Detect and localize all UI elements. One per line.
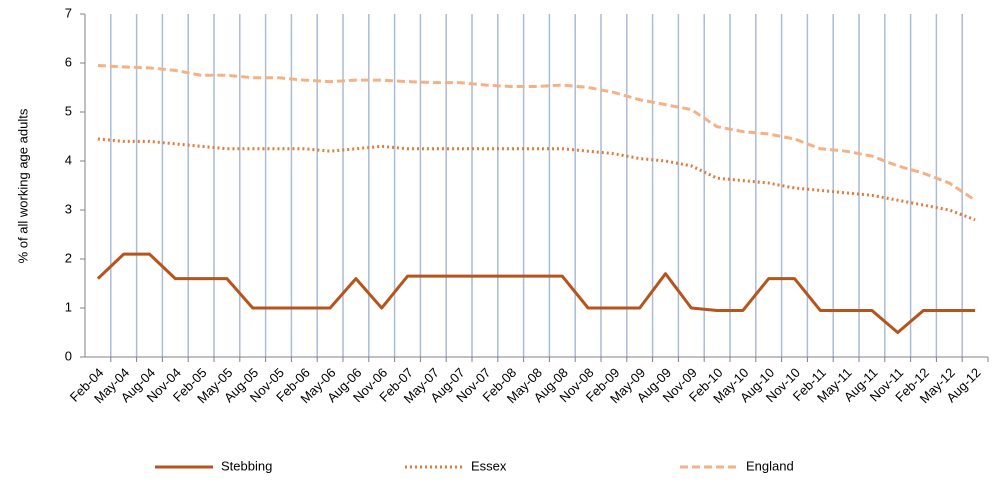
y-tick-label: 2 (65, 250, 72, 265)
legend-label: England (746, 458, 794, 473)
y-tick-label: 1 (65, 299, 72, 314)
y-tick-label: 0 (65, 348, 72, 363)
legend-label: Essex (471, 458, 507, 473)
series-line (97, 63, 976, 202)
series-line (97, 137, 976, 222)
legend-label: Stebbing (221, 458, 272, 473)
y-axis-label: % of all working age adults (15, 108, 30, 263)
y-tick-label: 6 (65, 54, 72, 69)
series-line (96, 252, 976, 334)
y-tick-label: 7 (65, 5, 72, 20)
y-tick-label: 5 (65, 103, 72, 118)
y-tick-label: 4 (65, 152, 72, 167)
y-tick-label: 3 (65, 201, 72, 216)
